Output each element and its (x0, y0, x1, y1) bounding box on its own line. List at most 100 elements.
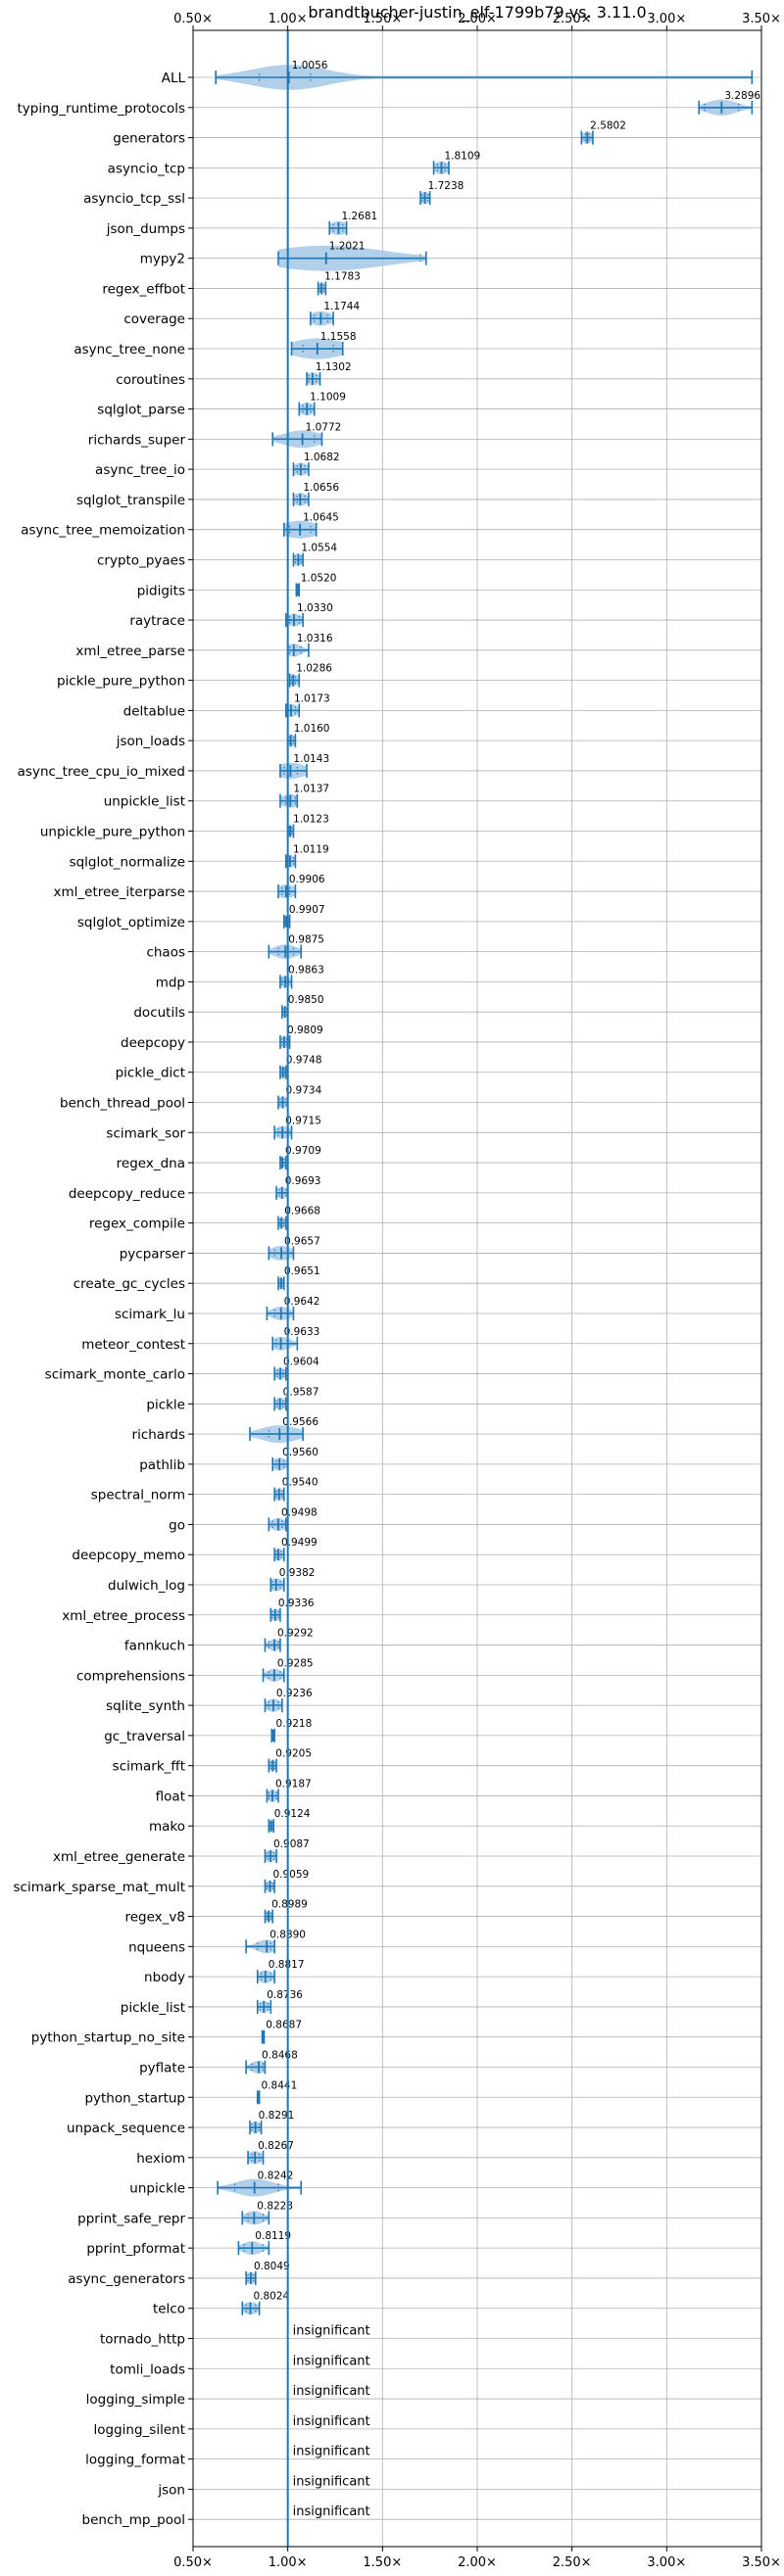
benchmark-label: richards (132, 1427, 185, 1443)
median-value-label: 1.7238 (428, 180, 465, 192)
benchmark-label: sqlglot_parse (97, 403, 185, 418)
median-value-label: 1.0554 (301, 542, 337, 553)
benchmark-label: mdp (156, 975, 185, 990)
benchmark-label: pickle_dict (116, 1066, 185, 1081)
benchmark-label: coroutines (116, 372, 185, 388)
median-value-label: 0.9087 (273, 1838, 310, 1850)
benchmark-label: pickle_pure_python (57, 674, 185, 690)
benchmark-label: regex_compile (89, 1216, 185, 1232)
benchmark-label: coverage (123, 311, 185, 327)
benchmark-label: pidigits (137, 583, 185, 598)
benchmark-label: deepcopy_reduce (69, 1186, 185, 1202)
median-value-label: 0.9059 (272, 1869, 309, 1881)
median-value-label: 1.2021 (329, 241, 366, 253)
x-tick-label: 1.50× (363, 12, 402, 26)
benchmark-label: pprint_pformat (86, 2241, 185, 2257)
benchmark-label: fannkuch (124, 1639, 185, 1654)
benchmark-label: float (156, 1789, 185, 1804)
benchmark-label: sqlite_synth (106, 1698, 185, 1714)
median-value-label: 0.8817 (269, 1959, 305, 1971)
median-value-label: 1.8109 (444, 150, 480, 162)
median-value-label: 1.0123 (293, 814, 329, 826)
median-value-label: 0.9863 (288, 964, 324, 976)
benchmark-label: typing_runtime_protocols (18, 101, 186, 117)
median-value-label: 0.9642 (284, 1296, 320, 1308)
benchmark-label: hexiom (136, 2151, 185, 2167)
benchmark-label: meteor_contest (81, 1337, 185, 1353)
benchmark-label: unpack_sequence (67, 2121, 185, 2136)
benchmark-label: crypto_pyaes (97, 552, 185, 568)
median-value-label: 0.9285 (277, 1657, 314, 1669)
benchmark-label: nbody (144, 1970, 185, 1985)
benchmark-label: unpickle_list (104, 794, 185, 810)
benchmark-label: regex_dna (117, 1156, 185, 1171)
median-value-label: 0.8049 (254, 2261, 290, 2272)
insignificant-label: insignificant (293, 2354, 370, 2368)
benchmark-label: pprint_safe_repr (77, 2211, 185, 2226)
benchmark-label: logging_simple (86, 2392, 185, 2408)
median-value-label: 0.9748 (286, 1055, 322, 1067)
median-value-label: 0.9566 (282, 1416, 318, 1428)
median-value-label: 0.9560 (282, 1447, 318, 1458)
median-value-label: 0.9604 (283, 1357, 319, 1368)
benchmark-label: raytrace (129, 613, 185, 629)
median-value-label: 1.0143 (293, 753, 329, 765)
benchmark-label: docutils (133, 1005, 185, 1021)
benchmark-label: pickle (146, 1397, 185, 1412)
y-axis-labels: ALL typing_runtime_protocols generators asy… (14, 71, 193, 2528)
median-value-label: 0.9499 (281, 1537, 318, 1549)
median-value-label: 0.9668 (284, 1206, 320, 1217)
benchmark-label: xml_etree_parse (75, 644, 185, 659)
median-value-label: 1.0173 (294, 692, 330, 704)
median-value-label: 1.0645 (303, 512, 339, 524)
median-value-label: 1.1783 (324, 270, 361, 282)
benchmark-label: async_tree_io (95, 462, 185, 478)
median-value-label: 1.0656 (303, 482, 339, 494)
benchmark-label: xml_etree_generate (53, 1849, 185, 1865)
x-tick-label: 3.00× (647, 12, 686, 26)
benchmark-label: sqlglot_transpile (76, 493, 185, 508)
benchmark-label: json_loads (116, 734, 185, 749)
median-value-label: 0.9292 (277, 1628, 314, 1640)
benchmark-label: gc_traversal (104, 1729, 185, 1744)
benchmark-label: deepcopy_memo (72, 1548, 185, 1563)
median-value-label: 1.1009 (310, 392, 346, 404)
benchmark-label: json_dumps (106, 221, 185, 237)
benchmark-label: async_tree_cpu_io_mixed (18, 764, 185, 780)
benchmark-label: logging_silent (94, 2422, 185, 2438)
median-value-label: 1.0316 (297, 633, 333, 644)
x-tick-label: 2.00× (458, 2555, 497, 2570)
median-value-label: 0.9657 (284, 1235, 320, 1247)
benchmark-label: deltablue (123, 703, 185, 719)
insignificant-label: insignificant (293, 2414, 370, 2429)
x-tick-label: 3.00× (647, 2555, 686, 2570)
benchmark-label: async_tree_none (74, 342, 185, 358)
median-value-label: 0.8687 (266, 2020, 302, 2031)
benchmark-label: async_generators (68, 2271, 185, 2287)
median-value-label: 0.9715 (285, 1115, 321, 1126)
benchmark-label: ALL (162, 71, 186, 86)
benchmark-label: regex_v8 (124, 1910, 185, 1926)
median-value-label: 1.0119 (293, 843, 329, 855)
benchmark-label: asyncio_tcp_ssl (83, 191, 185, 207)
median-value-label: 1.0160 (294, 723, 330, 735)
insignificant-label: insignificant (293, 2504, 370, 2519)
benchmark-label: chaos (146, 945, 185, 961)
x-tick-label: 3.50× (742, 12, 781, 26)
benchmark-label: richards_super (88, 432, 186, 448)
x-axis-bottom: 0.50× 1.00× 1.50× 2.00× 2.50× 3.00× 3.50× (173, 2547, 781, 2570)
benchmark-label: scimark_monte_carlo (45, 1367, 185, 1383)
median-value-label: 2.5802 (590, 120, 626, 132)
benchmark-label: scimark_lu (115, 1307, 185, 1322)
benchmark-label: async_tree_memoization (21, 523, 185, 539)
median-value-label: 0.8024 (253, 2291, 289, 2303)
median-value-label: 1.2681 (341, 211, 377, 222)
benchmark-label: xml_etree_iterparse (54, 884, 186, 900)
x-tick-label: 1.00× (269, 12, 308, 26)
median-value-label: 1.0772 (306, 421, 342, 433)
median-value-label: 0.9906 (289, 874, 325, 885)
median-value-label: 1.0137 (293, 784, 329, 795)
benchmark-label: sqlglot_normalize (70, 854, 185, 870)
benchmark-label: pycparser (120, 1246, 186, 1262)
